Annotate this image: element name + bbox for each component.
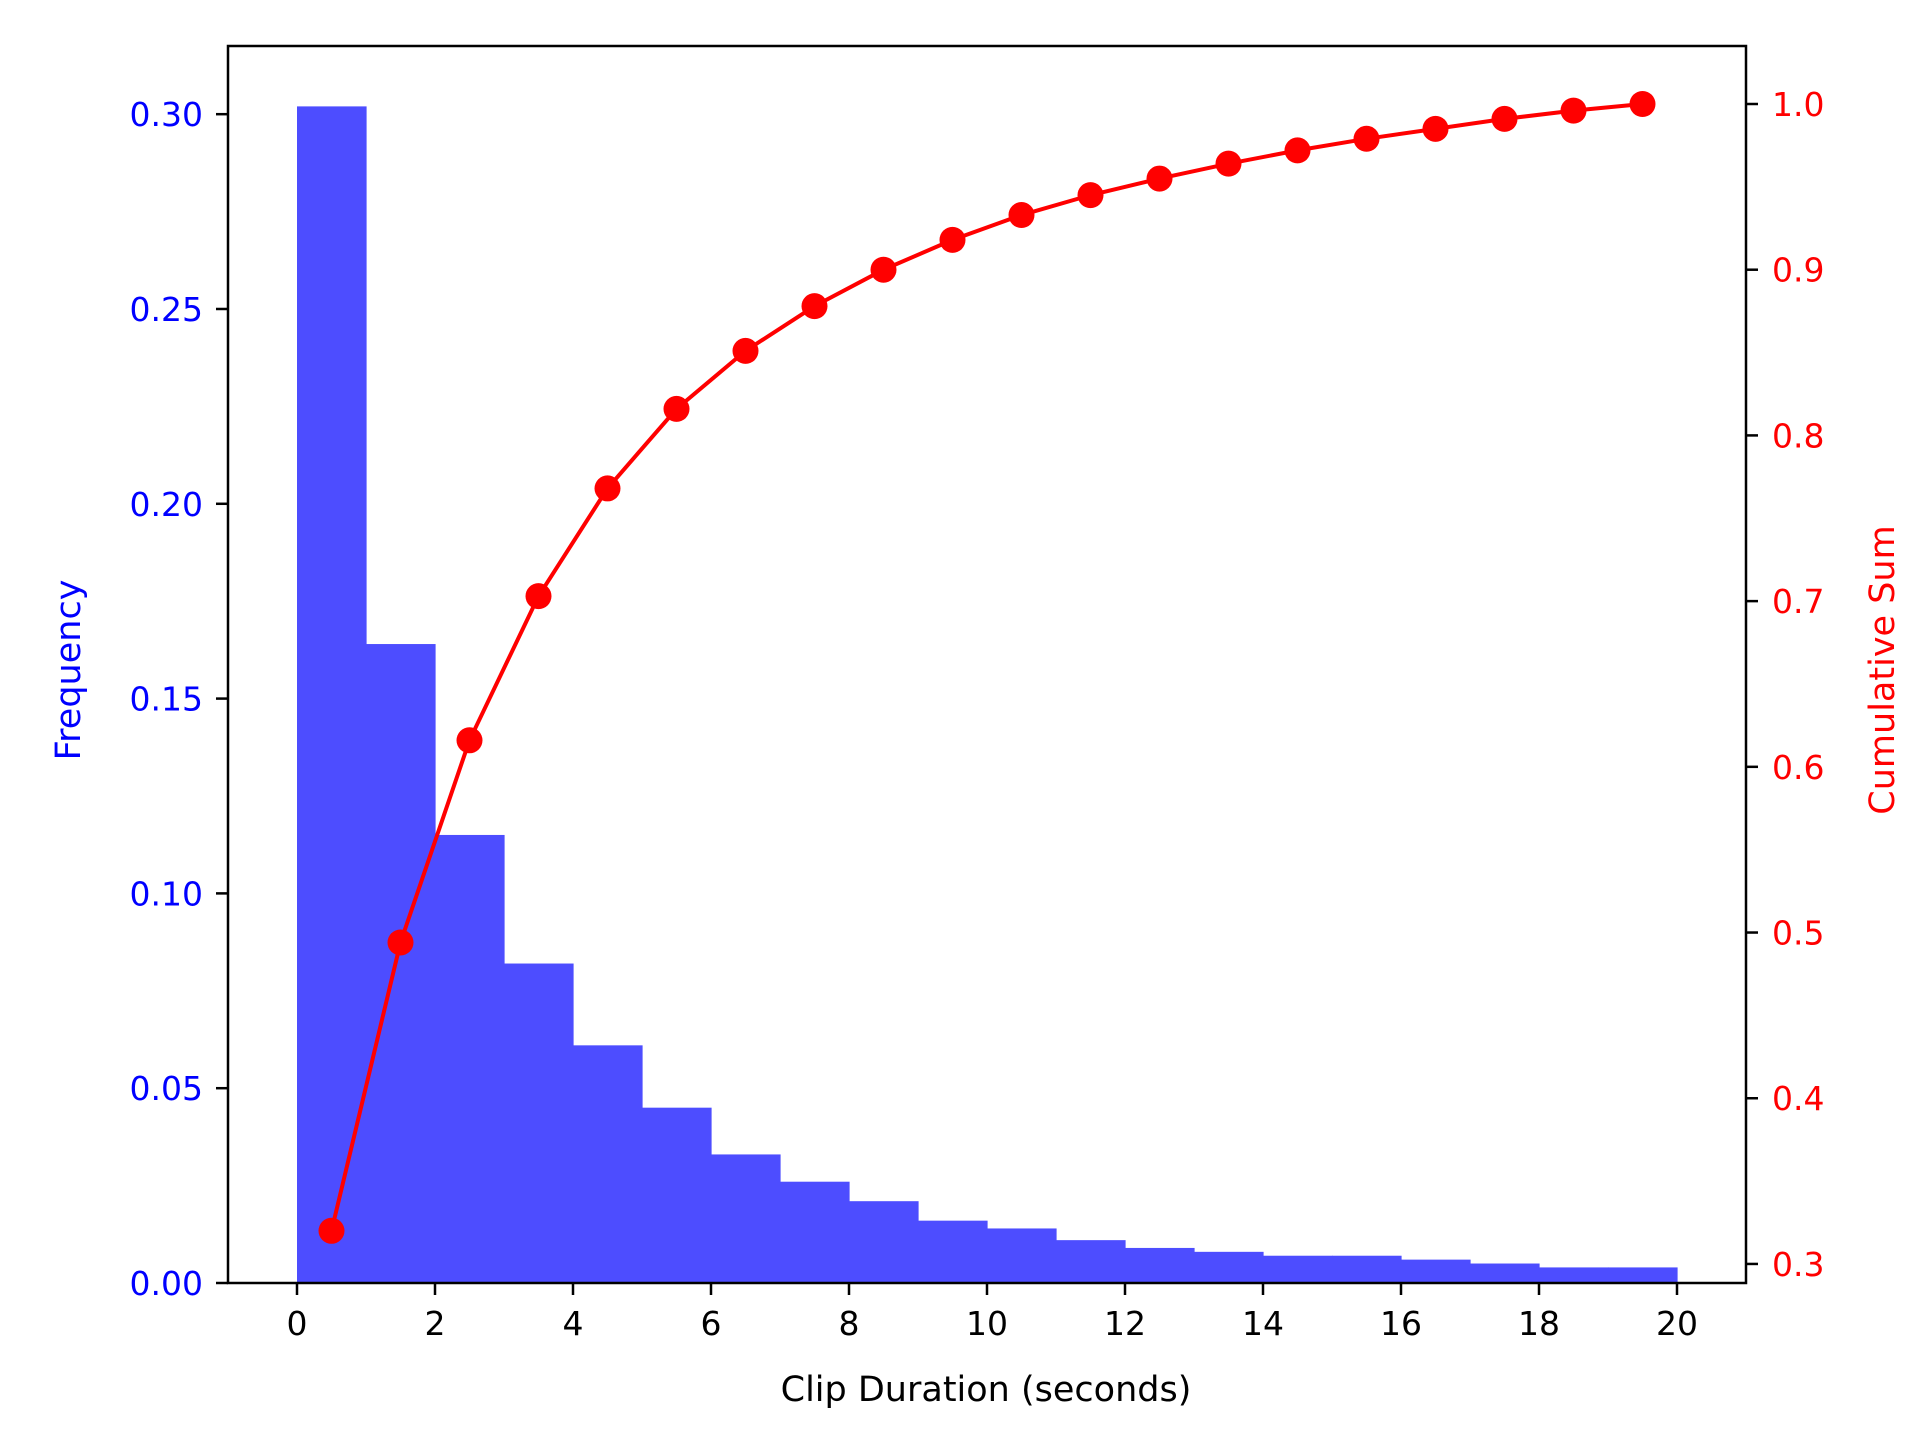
cumulative-sum-line-group <box>318 90 1656 1244</box>
histogram-bar <box>1194 1251 1264 1283</box>
cumulative-sum-point <box>1008 202 1035 229</box>
right-y-axis-label: Cumulative Sum <box>1863 525 1903 814</box>
histogram-bar <box>1608 1267 1678 1283</box>
right-y-tick-label: 0.4 <box>1772 1079 1824 1118</box>
histogram-bar <box>366 644 436 1283</box>
right-y-tick-label: 0.9 <box>1772 251 1824 290</box>
x-tick-label: 18 <box>1518 1304 1560 1343</box>
x-tick-label: 10 <box>966 1304 1008 1343</box>
right-y-tick-label: 0.8 <box>1772 416 1824 455</box>
cumulative-sum-point <box>870 256 897 283</box>
histogram-bar <box>1470 1263 1540 1283</box>
histogram-bar <box>711 1154 781 1283</box>
x-tick-label: 2 <box>425 1304 446 1343</box>
cumulative-sum-point <box>1146 165 1173 192</box>
x-tick-label: 12 <box>1104 1304 1146 1343</box>
cumulative-sum-point <box>1284 137 1311 164</box>
histogram-bar <box>642 1107 712 1283</box>
cumulative-sum-point <box>1491 105 1518 132</box>
x-tick-label: 6 <box>701 1304 722 1343</box>
right-y-tick-label: 1.0 <box>1772 85 1824 124</box>
histogram-bar <box>849 1201 919 1283</box>
left-y-tick-label: 0.05 <box>130 1069 203 1108</box>
cumulative-sum-point <box>1422 115 1449 142</box>
cumulative-sum-point <box>1560 97 1587 124</box>
histogram-bar <box>1332 1255 1402 1283</box>
left-y-tick-label: 0.30 <box>130 95 203 134</box>
x-tick-label: 0 <box>287 1304 308 1343</box>
cumulative-sum-point <box>525 583 552 610</box>
histogram-bar <box>1263 1255 1333 1283</box>
histogram-bar <box>297 106 367 1284</box>
x-tick-label: 16 <box>1380 1304 1422 1343</box>
right-y-tick-label: 0.6 <box>1772 748 1824 787</box>
x-axis-label: Clip Duration (seconds) <box>781 1370 1192 1410</box>
histogram-bar <box>1539 1267 1609 1283</box>
cumulative-sum-point <box>594 475 621 502</box>
histogram-bar <box>1401 1259 1471 1283</box>
x-tick-label: 14 <box>1242 1304 1284 1343</box>
cumulative-sum-point <box>318 1217 345 1244</box>
histogram-bar <box>573 1045 643 1283</box>
x-axis-ticks: 0 2 4 6 8 10 12 14 16 18 20 <box>287 1283 1698 1343</box>
cumulative-sum-point <box>387 929 414 956</box>
x-tick-label: 20 <box>1656 1304 1698 1343</box>
cumulative-sum-point <box>456 727 483 754</box>
x-tick-label: 8 <box>839 1304 860 1343</box>
right-y-tick-label: 0.5 <box>1772 914 1824 953</box>
cumulative-sum-point <box>1215 150 1242 177</box>
histogram-bar <box>1056 1240 1126 1283</box>
right-y-axis-ticks: 0.3 0.4 0.5 0.6 0.7 0.8 0.9 1.0 <box>1746 85 1824 1284</box>
frequency-bars <box>297 106 1678 1284</box>
cumulative-sum-point <box>1353 125 1380 152</box>
left-y-tick-label: 0.10 <box>130 874 203 913</box>
histogram-bar <box>987 1228 1057 1283</box>
left-y-axis-label: Frequency <box>49 580 89 761</box>
left-y-tick-label: 0.00 <box>130 1264 203 1303</box>
x-tick-label: 4 <box>563 1304 584 1343</box>
histogram-bar <box>1125 1247 1195 1283</box>
right-y-tick-label: 0.3 <box>1772 1245 1824 1284</box>
cumulative-sum-point <box>732 337 759 364</box>
cumulative-sum-point <box>939 226 966 253</box>
histogram-bar <box>435 834 505 1283</box>
histogram-bar <box>780 1181 850 1283</box>
histogram-bar <box>918 1220 988 1283</box>
left-y-tick-label: 0.20 <box>130 485 203 524</box>
cumulative-sum-point <box>1629 90 1656 117</box>
cumulative-sum-point <box>801 293 828 320</box>
cumulative-sum-point <box>663 395 690 422</box>
histogram-bar <box>504 963 574 1283</box>
cumulative-sum-point <box>1077 182 1104 209</box>
left-y-tick-label: 0.15 <box>130 680 203 719</box>
left-y-tick-label: 0.25 <box>130 290 203 329</box>
left-y-axis-ticks: 0.00 0.05 0.10 0.15 0.20 0.25 0.30 <box>130 95 228 1303</box>
right-y-tick-label: 0.7 <box>1772 582 1824 621</box>
